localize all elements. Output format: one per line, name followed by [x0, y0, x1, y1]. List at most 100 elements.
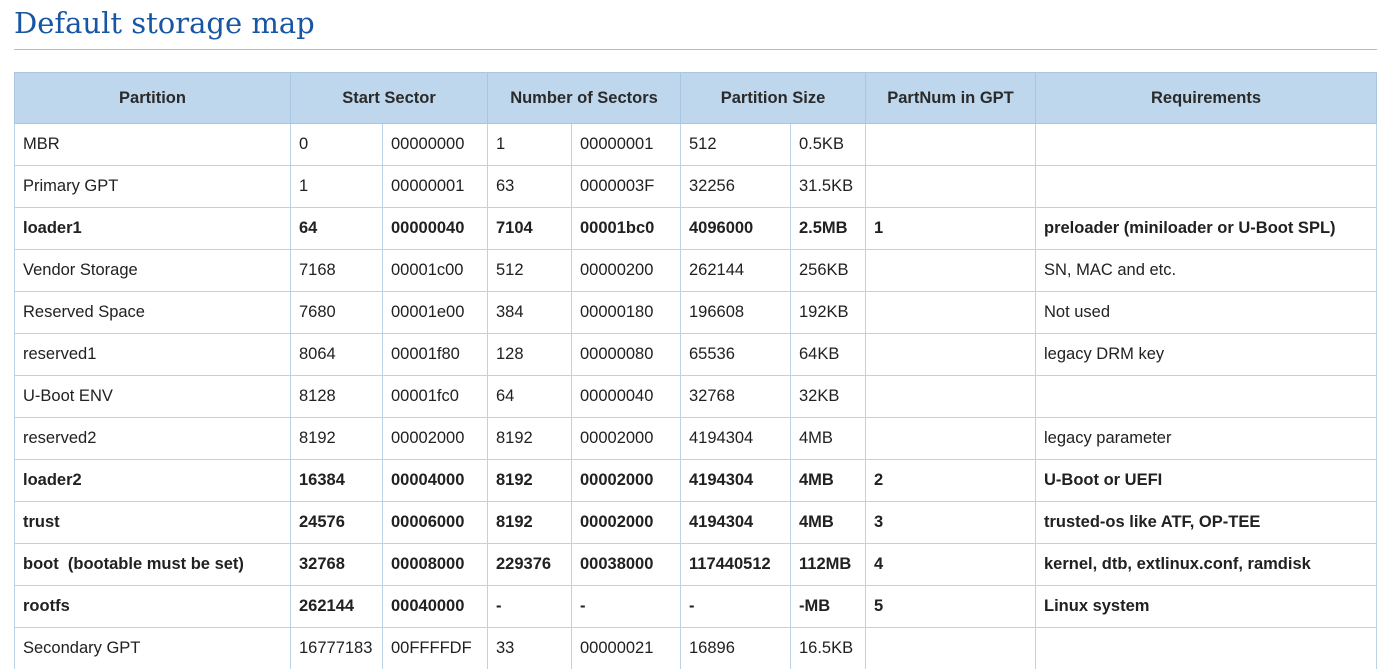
- table-row: Primary GPT 1 00000001 63 0000003F 32256 31.5K…: [14, 165, 1377, 209]
- table-row: trust 24576 00006000 8192 00002000 4194304 4MB…: [14, 501, 1377, 545]
- start-sector-dec-cell: 16384: [290, 459, 383, 503]
- partition-size-bytes-cell: 32768: [680, 375, 791, 419]
- partition-size-bytes-cell: 196608: [680, 291, 791, 335]
- partition-size-bytes-cell: 4194304: [680, 417, 791, 461]
- start-sector-hex-cell: 00040000: [382, 585, 488, 629]
- gpt-partnum-cell: [865, 165, 1036, 209]
- start-sector-dec-cell: 8192: [290, 417, 383, 461]
- partition-cell: trust: [14, 501, 291, 545]
- requirements-cell: [1035, 375, 1377, 419]
- num-sectors-hex-cell: 00000021: [571, 627, 681, 669]
- num-sectors-dec-cell: 64: [487, 375, 572, 419]
- storage-table-body: MBR 0 00000000 1 00000001 512 0.5KB Primary GPT…: [14, 123, 1377, 669]
- gpt-partnum-cell: [865, 291, 1036, 335]
- start-sector-dec-cell: 24576: [290, 501, 383, 545]
- start-sector-dec-cell: 8064: [290, 333, 383, 377]
- requirements-cell: [1035, 123, 1377, 167]
- table-row: rootfs 262144 00040000- - - -MB 5 Linux system: [14, 585, 1377, 629]
- start-sector-dec-cell: 0: [290, 123, 383, 167]
- requirements-cell: legacy DRM key: [1035, 333, 1377, 377]
- num-sectors-dec-cell: 8192: [487, 501, 572, 545]
- table-row: MBR 0 00000000 1 00000001 512 0.5KB: [14, 123, 1377, 167]
- header-partition: Partition: [14, 72, 291, 125]
- gpt-partnum-cell: [865, 249, 1036, 293]
- start-sector-dec-cell: 262144: [290, 585, 383, 629]
- start-sector-dec-cell: 16777183: [290, 627, 383, 669]
- start-sector-hex-cell: 00000040: [382, 207, 488, 251]
- partition-cell: reserved1: [14, 333, 291, 377]
- partition-size-human-cell: 4MB: [790, 417, 866, 461]
- num-sectors-hex-cell: 00038000: [571, 543, 681, 587]
- start-sector-dec-cell: 1: [290, 165, 383, 209]
- header-number-of-sectors: Number of Sectors: [487, 72, 681, 125]
- partition-size-bytes-cell: 4096000: [680, 207, 791, 251]
- partition-size-human-cell: -MB: [790, 585, 866, 629]
- num-sectors-dec-cell: 1: [487, 123, 572, 167]
- num-sectors-dec-cell: -: [487, 585, 572, 629]
- num-sectors-dec-cell: 512: [487, 249, 572, 293]
- requirements-cell: legacy parameter: [1035, 417, 1377, 461]
- start-sector-hex-cell: 00000000: [382, 123, 488, 167]
- requirements-cell: Not used: [1035, 291, 1377, 335]
- partition-size-human-cell: 32KB: [790, 375, 866, 419]
- gpt-partnum-cell: [865, 333, 1036, 377]
- gpt-partnum-cell: 2: [865, 459, 1036, 503]
- num-sectors-hex-cell: 00002000: [571, 459, 681, 503]
- table-row: boot (bootable must be set) 32768 00008000…: [14, 543, 1377, 587]
- table-row: loader2 16384 00004000 8192 00002000 4194304 4…: [14, 459, 1377, 503]
- partition-size-bytes-cell: 262144: [680, 249, 791, 293]
- partition-size-human-cell: 112MB: [790, 543, 866, 587]
- partition-size-human-cell: 16.5KB: [790, 627, 866, 669]
- num-sectors-hex-cell: 00000200: [571, 249, 681, 293]
- start-sector-hex-cell: 00000001: [382, 165, 488, 209]
- partition-size-human-cell: 0.5KB: [790, 123, 866, 167]
- partition-cell: loader2: [14, 459, 291, 503]
- start-sector-hex-cell: 00006000: [382, 501, 488, 545]
- num-sectors-dec-cell: 384: [487, 291, 572, 335]
- num-sectors-hex-cell: 00002000: [571, 417, 681, 461]
- partition-size-bytes-cell: -: [680, 585, 791, 629]
- header-start-sector: Start Sector: [290, 72, 488, 125]
- partition-cell: MBR: [14, 123, 291, 167]
- partition-cell: Secondary GPT: [14, 627, 291, 669]
- partition-cell: boot (bootable must be set): [14, 543, 291, 587]
- start-sector-hex-cell: 00001fc0: [382, 375, 488, 419]
- table-row: reserved1 8064 00001f80 128 00000080 65536 64K…: [14, 333, 1377, 377]
- num-sectors-hex-cell: 00000040: [571, 375, 681, 419]
- num-sectors-dec-cell: 7104: [487, 207, 572, 251]
- gpt-partnum-cell: 3: [865, 501, 1036, 545]
- requirements-cell: kernel, dtb, extlinux.conf, ramdisk: [1035, 543, 1377, 587]
- gpt-partnum-cell: [865, 627, 1036, 669]
- num-sectors-hex-cell: 00001bc0: [571, 207, 681, 251]
- gpt-partnum-cell: 4: [865, 543, 1036, 587]
- num-sectors-hex-cell: 00000180: [571, 291, 681, 335]
- storage-map-table: Partition Start Sector Number of Sectors…: [14, 72, 1377, 669]
- num-sectors-hex-cell: 00000080: [571, 333, 681, 377]
- partition-size-human-cell: 2.5MB: [790, 207, 866, 251]
- num-sectors-dec-cell: 229376: [487, 543, 572, 587]
- table-row: Vendor Storage 7168 00001c00 512 00000200 262…: [14, 249, 1377, 293]
- start-sector-dec-cell: 64: [290, 207, 383, 251]
- partition-cell: Vendor Storage: [14, 249, 291, 293]
- partition-size-bytes-cell: 16896: [680, 627, 791, 669]
- start-sector-dec-cell: 32768: [290, 543, 383, 587]
- partition-size-human-cell: 256KB: [790, 249, 866, 293]
- partition-size-bytes-cell: 65536: [680, 333, 791, 377]
- partition-size-bytes-cell: 512: [680, 123, 791, 167]
- gpt-partnum-cell: 1: [865, 207, 1036, 251]
- start-sector-hex-cell: 00008000: [382, 543, 488, 587]
- partition-cell: Reserved Space: [14, 291, 291, 335]
- start-sector-dec-cell: 8128: [290, 375, 383, 419]
- partition-cell: reserved2: [14, 417, 291, 461]
- header-requirements: Requirements: [1035, 72, 1377, 125]
- start-sector-hex-cell: 00FFFFDF: [382, 627, 488, 669]
- table-row: reserved2 8192 00002000 8192 00002000 4194304…: [14, 417, 1377, 461]
- partition-cell: loader1: [14, 207, 291, 251]
- requirements-cell: [1035, 627, 1377, 669]
- table-row: U-Boot ENV 8128 00001fc0 64 00000040 32768 32K…: [14, 375, 1377, 419]
- start-sector-hex-cell: 00002000: [382, 417, 488, 461]
- gpt-partnum-cell: 5: [865, 585, 1036, 629]
- gpt-partnum-cell: [865, 123, 1036, 167]
- requirements-cell: U-Boot or UEFI: [1035, 459, 1377, 503]
